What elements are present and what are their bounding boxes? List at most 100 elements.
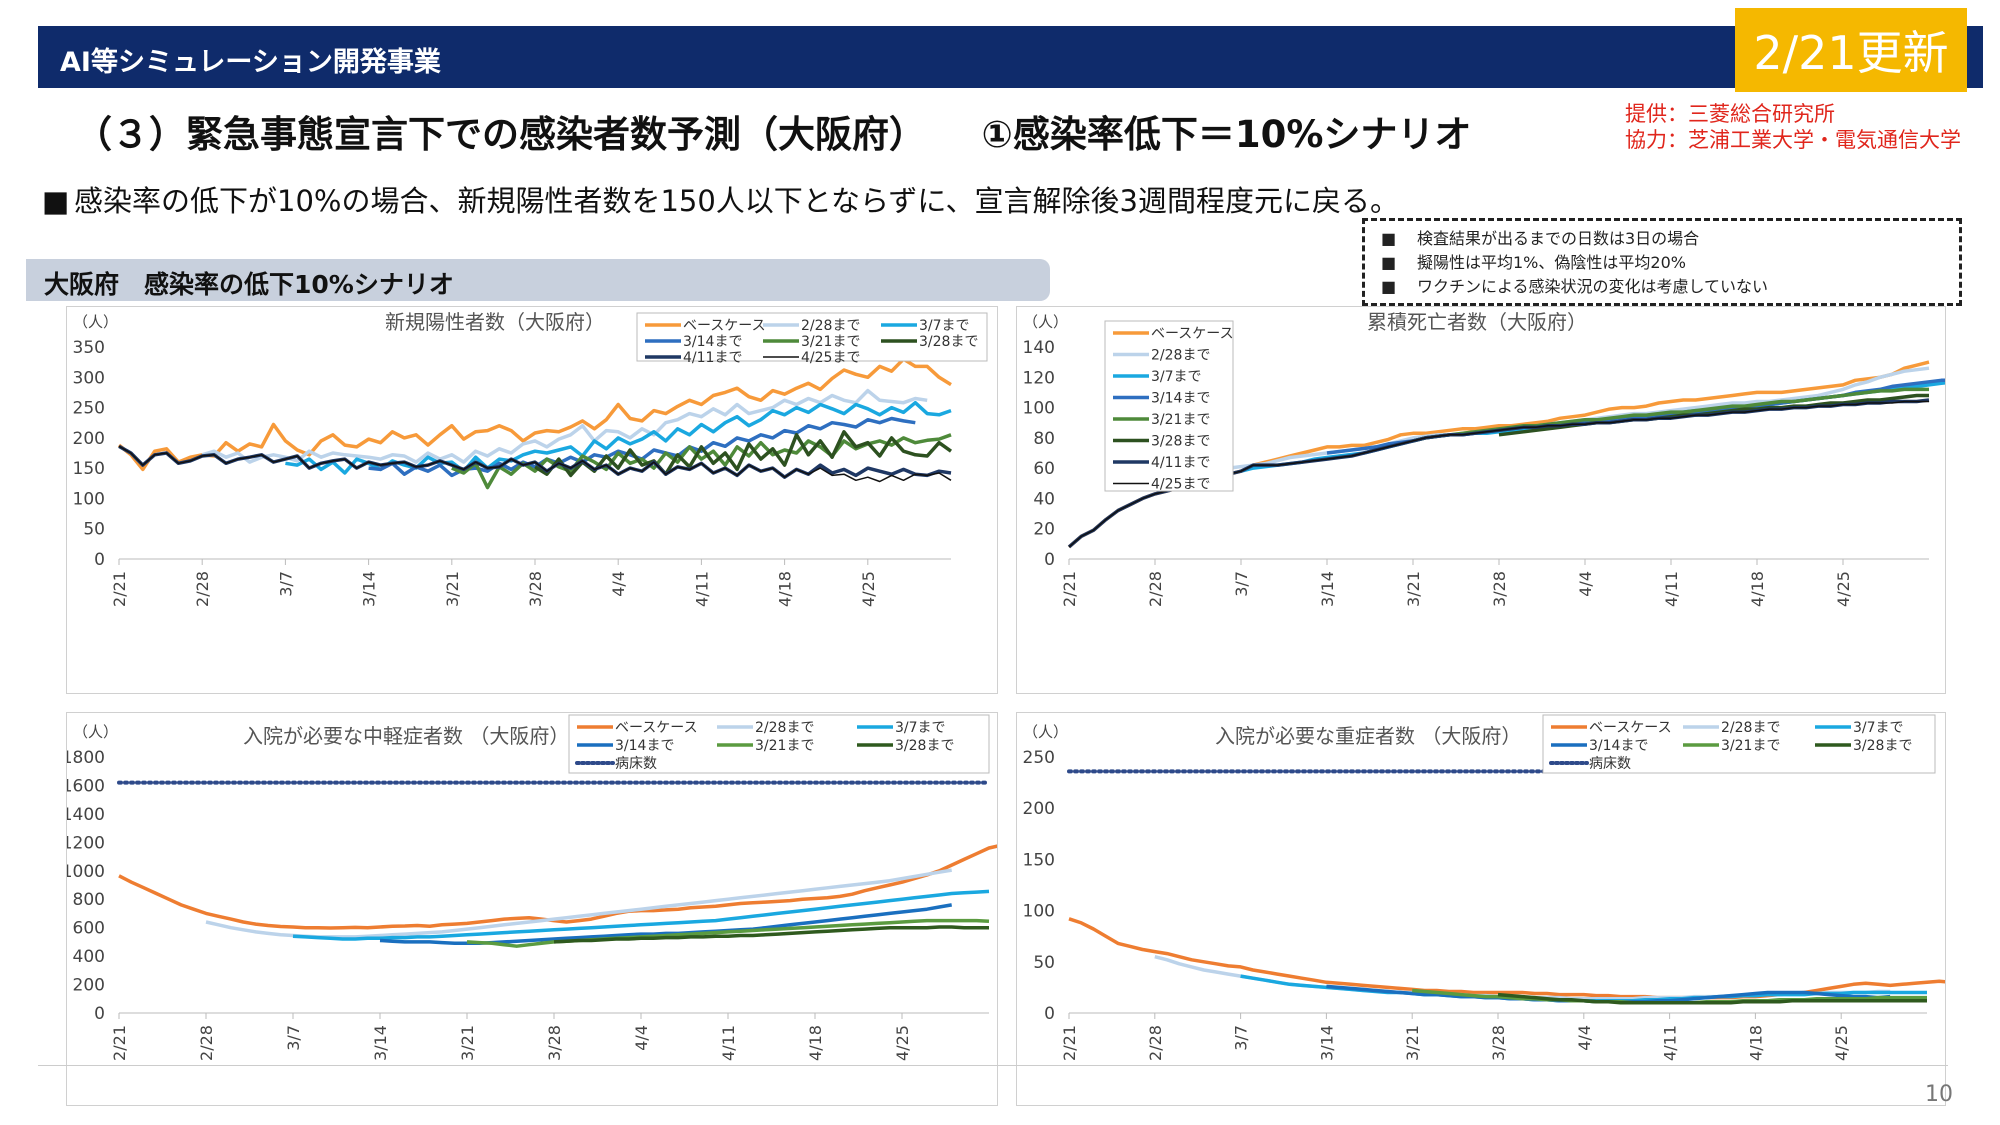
legend-box: [636, 312, 988, 362]
series-line: [1497, 992, 1927, 1005]
y-tick-label: 100: [1023, 902, 1055, 922]
series-line: [201, 388, 928, 464]
x-tick-label: 2/21: [110, 1025, 129, 1061]
x-tick-label: 3/7: [276, 571, 295, 597]
assumption-marker: ■: [1381, 253, 1397, 272]
legend-box: [1542, 714, 1936, 774]
assumption-text: 検査結果が出るまでの日数は3日の場合: [1417, 229, 1700, 248]
x-tick-label: 2/28: [1146, 1025, 1165, 1061]
x-tick-label: 3/28: [526, 571, 545, 607]
x-tick-label: 4/4: [632, 1025, 651, 1051]
x-tick-label: 3/14: [1318, 571, 1337, 607]
scenario-label-bar: 大阪府 感染率の低下10%シナリオ: [26, 259, 1050, 301]
legend-label: 4/25まで: [801, 350, 860, 366]
assumptions-box: ■ 検査結果が出るまでの日数は3日の場合 ■ 擬陽性は平均1%、偽陰性は平均20% …: [1362, 218, 1962, 306]
scenario-label: 大阪府 感染率の低下10%シナリオ: [44, 270, 454, 299]
x-tick-label: 3/28: [545, 1025, 564, 1061]
y-tick-label: 150: [73, 459, 105, 479]
x-tick-label: 4/25: [859, 571, 878, 607]
y-tick-label: 300: [73, 368, 105, 388]
x-tick-label: 4/18: [1746, 1025, 1765, 1061]
series-line: [117, 357, 952, 472]
chart-cumulative-deaths: 0 20 40 60 80 100 120 140 （人） 2/21 2/28 3/7 3/14 3/21…: [1016, 306, 1946, 694]
legend-label: 3/7まで: [895, 720, 946, 736]
x-tick-label: 3/14: [360, 571, 379, 607]
legend-label: 3/14まで: [683, 334, 742, 350]
legend-label: 3/28まで: [1151, 434, 1210, 450]
x-tick-label: 4/11: [692, 571, 711, 607]
legend-label: 病床数: [615, 756, 657, 772]
legend-label: ベースケース: [615, 720, 698, 736]
assumption-marker: ■: [1381, 229, 1397, 248]
assumption-marker: ■: [1381, 277, 1397, 296]
unit-label: （人）: [73, 313, 118, 331]
x-tick-label: 3/28: [1490, 571, 1509, 607]
assumption-item: ■ 検査結果が出るまでの日数は3日の場合: [1381, 227, 1949, 251]
y-tick-label: 1000: [67, 862, 105, 882]
legend-label: ベースケース: [1589, 720, 1672, 736]
x-tick-label: 2/28: [193, 571, 212, 607]
series-line: [292, 889, 990, 941]
x-tick-label: 2/21: [1060, 571, 1079, 607]
y-tick-label: 80: [1033, 429, 1055, 449]
x-tick-label: 2/28: [1146, 571, 1165, 607]
series-line: [118, 445, 952, 483]
legend-box: [568, 714, 990, 774]
y-tick-label: 0: [1044, 1004, 1055, 1024]
chart-title: 入院が必要な重症者数 （大阪府）: [1215, 724, 1521, 748]
legend-label: 3/7まで: [1853, 720, 1904, 736]
x-tick-label: 4/18: [1748, 571, 1767, 607]
x-tick-label: 4/25: [1834, 571, 1853, 607]
y-tick-label: 0: [94, 1004, 105, 1024]
x-tick-label: 4/25: [893, 1025, 912, 1061]
legend-label: 2/28まで: [1721, 720, 1780, 736]
chart-severe-inpatients: 0 50 100 150 200 250 （人） 2/21 2/28 3/7 3/14 3/21 3/2…: [1016, 712, 1946, 1106]
x-tick-label: 3/28: [1489, 1025, 1508, 1061]
x-tick-label: 4/11: [1661, 1025, 1680, 1061]
x-tick-label: 4/18: [806, 1025, 825, 1061]
legend-label: 2/28まで: [801, 318, 860, 334]
y-tick-label: 50: [83, 520, 105, 540]
y-tick-label: 0: [94, 550, 105, 570]
legend-label: 2/28まで: [755, 720, 814, 736]
assumption-item: ■ 擬陽性は平均1%、偽陰性は平均20%: [1381, 251, 1949, 275]
chart-svg: 0 200 400 600 800 1000 1200 1400 1600 1800 （人） 2/21…: [67, 714, 997, 1061]
chart-svg: 0 50 100 150 200 250 （人） 2/21 2/28 3/7 3/14 3/21 3/2…: [1023, 714, 1945, 1061]
page-number: 10: [1925, 1082, 1953, 1107]
chart-new-positive: 0 50 100 150 200 250 300 350 （人） 2/21 2/28 3/7 3/14 3…: [66, 306, 998, 694]
legend-label: 4/11まで: [1151, 455, 1210, 471]
assumption-text: ワクチンによる感染状況の変化は考慮していない: [1417, 277, 1769, 296]
y-tick-label: 250: [73, 399, 105, 419]
page-title: （３）緊急事態宣言下での感染者数予測（大阪府） ①感染率低下＝10%シナリオ: [75, 113, 1472, 156]
legend-label: ベースケース: [1151, 326, 1234, 342]
x-tick-label: 4/4: [1575, 1025, 1594, 1051]
x-tick-label: 2/21: [1060, 1025, 1079, 1061]
x-tick-label: 3/21: [1404, 571, 1423, 607]
x-tick-label: 3/7: [1232, 1025, 1251, 1051]
y-tick-label: 120: [1023, 368, 1055, 388]
y-tick-label: 200: [73, 429, 105, 449]
chart-title: 累積死亡者数（大阪府）: [1367, 310, 1587, 334]
chart-title: 入院が必要な中軽症者数 （大阪府）: [243, 724, 569, 748]
x-tick-label: 4/11: [719, 1025, 738, 1061]
legend-label: 3/14まで: [1589, 738, 1648, 754]
credit-cooperation: 協力：芝浦工業大学・電気通信大学: [1625, 128, 1961, 152]
unit-label: （人）: [1023, 313, 1068, 331]
bullet-marker: ■: [42, 184, 70, 218]
y-tick-label: 140: [1023, 338, 1055, 358]
legend-label: 3/21まで: [1151, 412, 1210, 428]
footer-line: [38, 1065, 1948, 1066]
update-badge: 2/21更新: [1735, 8, 1967, 92]
legend-label: 2/28まで: [1151, 348, 1210, 364]
y-tick-label: 1800: [67, 748, 105, 768]
chart-svg: 0 50 100 150 200 250 300 350 （人） 2/21 2/28 3/7 3/14 3…: [73, 310, 988, 607]
x-tick-label: 3/14: [371, 1025, 390, 1061]
legend-label: 4/11まで: [683, 350, 742, 366]
unit-label: （人）: [1023, 723, 1068, 741]
legend-label: 3/28まで: [1853, 738, 1912, 754]
legend-label: 3/21まで: [801, 334, 860, 350]
legend-label: 3/28まで: [919, 334, 978, 350]
y-tick-label: 1200: [67, 833, 105, 853]
series-line: [118, 844, 997, 930]
chart-moderate-inpatients: 0 200 400 600 800 1000 1200 1400 1600 1800 （人） 2/21…: [66, 712, 998, 1106]
